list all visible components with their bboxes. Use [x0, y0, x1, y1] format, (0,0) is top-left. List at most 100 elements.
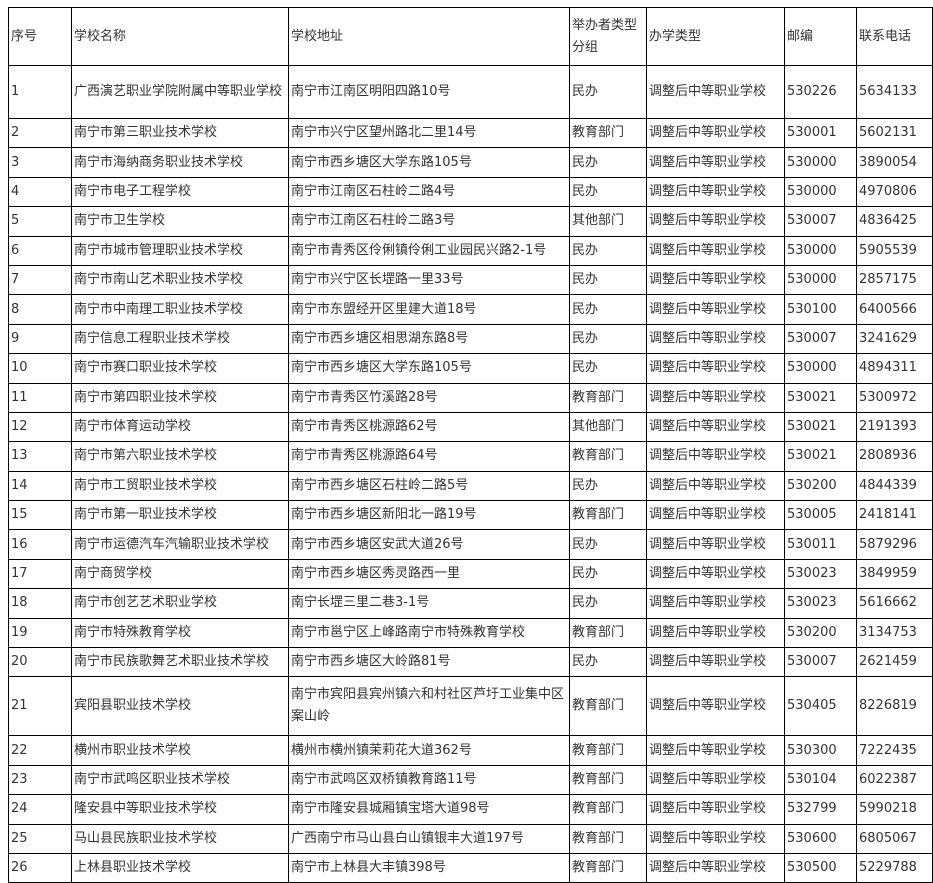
- cell-school-name: 南宁市民族歌舞艺术职业技术学校: [71, 647, 289, 678]
- table-row: 15 南宁市第一职业技术学校 南宁市西乡塘区新阳北一路19号 教育部门 调整后中等职业学…: [8, 500, 933, 531]
- cell-postcode: 530000: [784, 147, 857, 178]
- table-row: 21 宾阳县职业技术学校 南宁市宾阳县宾州镇六和村社区芦圩工业集中区案山岭 教育部门调…: [8, 676, 933, 737]
- cell-address: 南宁市青秀区伶俐镇伶俐工业园民兴路2-1号: [288, 235, 570, 266]
- cell-organizer-type: 教育部门: [569, 382, 647, 413]
- table-row: 2 南宁市第三职业技术学校 南宁市兴宁区望州路北二里14号 教育部门 调整后中等职业学校…: [8, 117, 933, 149]
- cell-index: 13: [8, 441, 72, 472]
- table-row: 22 横州市职业技术学校 横州市横州镇茉莉花大道362号 教育部门 调整后中等职业学校 5…: [8, 735, 933, 766]
- cell-school-name: 南宁市体育运动学校: [71, 411, 289, 443]
- cell-address: 南宁市西乡塘区秀灵路西一里: [288, 558, 570, 590]
- cell-phone: 3849959: [856, 558, 933, 590]
- cell-school-type: 调整后中等职业学校: [646, 470, 785, 502]
- cell-phone: 6022387: [856, 764, 933, 796]
- cell-organizer-type: 教育部门: [569, 823, 647, 854]
- cell-phone: 3241629: [856, 323, 933, 355]
- cell-postcode: 530226: [784, 65, 857, 119]
- cell-phone: 8226819: [856, 676, 933, 737]
- cell-phone: 5616662: [856, 588, 933, 619]
- cell-address: 南宁市西乡塘区大学东路105号: [288, 147, 570, 178]
- cell-phone: 2621459: [856, 647, 933, 678]
- cell-school-name: 南宁市赛口职业技术学校: [71, 353, 289, 384]
- cell-address: 南宁市西乡塘区石柱岭二路5号: [288, 470, 570, 502]
- cell-school-name: 南宁市城市管理职业技术学校: [71, 235, 289, 266]
- cell-school-name: 宾阳县职业技术学校: [71, 676, 289, 737]
- cell-organizer-type: 教育部门: [569, 735, 647, 766]
- cell-address: 南宁市西乡塘区安武大道26号: [288, 529, 570, 560]
- cell-postcode: 530000: [784, 264, 857, 296]
- cell-address: 南宁市西乡塘区大岭路81号: [288, 647, 570, 678]
- header-school-type: 办学类型: [646, 7, 785, 66]
- cell-index: 14: [8, 470, 72, 502]
- cell-phone: 7222435: [856, 735, 933, 766]
- cell-postcode: 530500: [784, 852, 857, 883]
- cell-index: 3: [8, 147, 72, 178]
- header-index: 序号: [8, 7, 72, 66]
- cell-school-name: 南宁商贸学校: [71, 558, 289, 590]
- cell-postcode: 530100: [784, 294, 857, 325]
- cell-organizer-type: 教育部门: [569, 764, 647, 796]
- cell-school-type: 调整后中等职业学校: [646, 676, 785, 737]
- table-header-row: 序号 学校名称 学校地址 举办者类型分组 办学类型 邮编 联系电话: [8, 7, 933, 66]
- cell-index: 10: [8, 353, 72, 384]
- cell-postcode: 530104: [784, 764, 857, 796]
- cell-school-type: 调整后中等职业学校: [646, 176, 785, 208]
- table-row: 12 南宁市体育运动学校 南宁市青秀区桃源路62号 其他部门 调整后中等职业学校 5300…: [8, 411, 933, 443]
- cell-organizer-type: 民办: [569, 176, 647, 208]
- cell-school-name: 南宁市第一职业技术学校: [71, 500, 289, 531]
- table-row: 26 上林县职业技术学校 南宁市上林县大丰镇398号 教育部门 调整后中等职业学校 530…: [8, 852, 933, 883]
- cell-school-name: 隆安县中等职业技术学校: [71, 794, 289, 825]
- cell-address: 广西南宁市马山县白山镇银丰大道197号: [288, 823, 570, 854]
- cell-organizer-type: 民办: [569, 588, 647, 619]
- cell-index: 6: [8, 235, 72, 266]
- table-row: 7 南宁市南山艺术职业技术学校 南宁市兴宁区长堽路一里33号 民办 调整后中等职业学校 5…: [8, 264, 933, 296]
- cell-school-name: 南宁市第四职业技术学校: [71, 382, 289, 413]
- cell-phone: 6400566: [856, 294, 933, 325]
- cell-index: 9: [8, 323, 72, 355]
- cell-school-type: 调整后中等职业学校: [646, 794, 785, 825]
- table-row: 13 南宁市第六职业技术学校 南宁市青秀区桃源路64号 教育部门 调整后中等职业学校 53…: [8, 441, 933, 472]
- cell-phone: 4836425: [856, 206, 933, 237]
- cell-organizer-type: 民办: [569, 264, 647, 296]
- cell-index: 17: [8, 558, 72, 590]
- cell-organizer-type: 民办: [569, 529, 647, 560]
- cell-school-type: 调整后中等职业学校: [646, 382, 785, 413]
- cell-index: 24: [8, 794, 72, 825]
- header-postcode: 邮编: [784, 7, 857, 66]
- cell-postcode: 530005: [784, 500, 857, 531]
- cell-phone: 5300972: [856, 382, 933, 413]
- cell-organizer-type: 教育部门: [569, 676, 647, 737]
- cell-school-type: 调整后中等职业学校: [646, 529, 785, 560]
- cell-school-name: 上林县职业技术学校: [71, 852, 289, 883]
- cell-phone: 5905539: [856, 235, 933, 266]
- cell-postcode: 530021: [784, 382, 857, 413]
- cell-postcode: 530021: [784, 441, 857, 472]
- cell-organizer-type: 民办: [569, 65, 647, 119]
- cell-organizer-type: 民办: [569, 647, 647, 678]
- cell-index: 2: [8, 117, 72, 149]
- cell-index: 4: [8, 176, 72, 208]
- cell-index: 18: [8, 588, 72, 619]
- cell-school-type: 调整后中等职业学校: [646, 823, 785, 854]
- cell-school-name: 南宁市第六职业技术学校: [71, 441, 289, 472]
- table-row: 11 南宁市第四职业技术学校 南宁市青秀区竹溪路28号 教育部门 调整后中等职业学校 53…: [8, 382, 933, 413]
- cell-phone: 4970806: [856, 176, 933, 208]
- cell-school-name: 南宁信息工程职业技术学校: [71, 323, 289, 355]
- cell-phone: 4844339: [856, 470, 933, 502]
- cell-index: 26: [8, 852, 72, 883]
- cell-index: 20: [8, 647, 72, 678]
- cell-school-name: 南宁市第三职业技术学校: [71, 117, 289, 149]
- header-address: 学校地址: [288, 7, 570, 66]
- table-row: 20 南宁市民族歌舞艺术职业技术学校 南宁市西乡塘区大岭路81号 民办 调整后中等职业学…: [8, 647, 933, 678]
- cell-index: 7: [8, 264, 72, 296]
- cell-index: 25: [8, 823, 72, 854]
- cell-phone: 3890054: [856, 147, 933, 178]
- cell-postcode: 532799: [784, 794, 857, 825]
- cell-organizer-type: 民办: [569, 147, 647, 178]
- cell-phone: 2418141: [856, 500, 933, 531]
- cell-phone: 2808936: [856, 441, 933, 472]
- cell-address: 南宁市江南区明阳四路10号: [288, 65, 570, 119]
- cell-school-name: 南宁市运德汽车汽输职业技术学校: [71, 529, 289, 560]
- table-row: 16 南宁市运德汽车汽输职业技术学校 南宁市西乡塘区安武大道26号 民办 调整后中等职业…: [8, 529, 933, 560]
- cell-index: 8: [8, 294, 72, 325]
- cell-school-name: 南宁市创艺艺术职业学校: [71, 588, 289, 619]
